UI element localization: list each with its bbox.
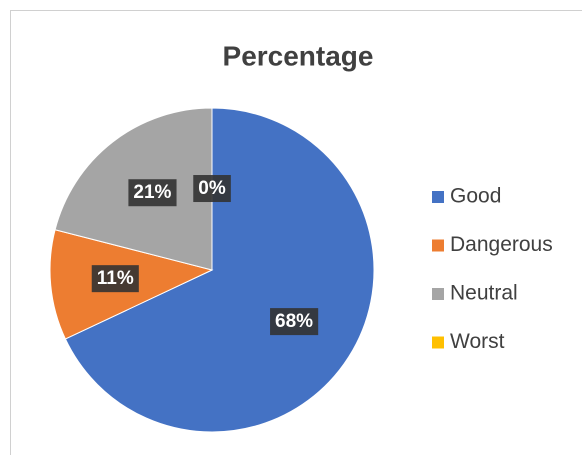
legend-label: Worst <box>450 330 505 353</box>
chart-title: Percentage <box>223 40 374 71</box>
data-label-box <box>270 308 319 336</box>
legend-swatch <box>432 288 444 300</box>
legend-swatch <box>432 191 444 203</box>
data-label-box <box>91 265 139 293</box>
legend-label: Dangerous <box>450 233 553 256</box>
legend-swatch <box>432 239 444 252</box>
data-label: 0% <box>198 178 226 199</box>
pie-slice <box>64 107 375 433</box>
legend-swatch <box>432 336 444 349</box>
legend-label: Neutral <box>450 282 518 305</box>
data-label: 21% <box>133 182 171 203</box>
data-label-box <box>128 179 177 207</box>
data-label-box <box>193 175 231 203</box>
data-label: 11% <box>97 268 134 289</box>
data-label: 68% <box>275 311 313 332</box>
legend-label: Good <box>450 185 501 208</box>
